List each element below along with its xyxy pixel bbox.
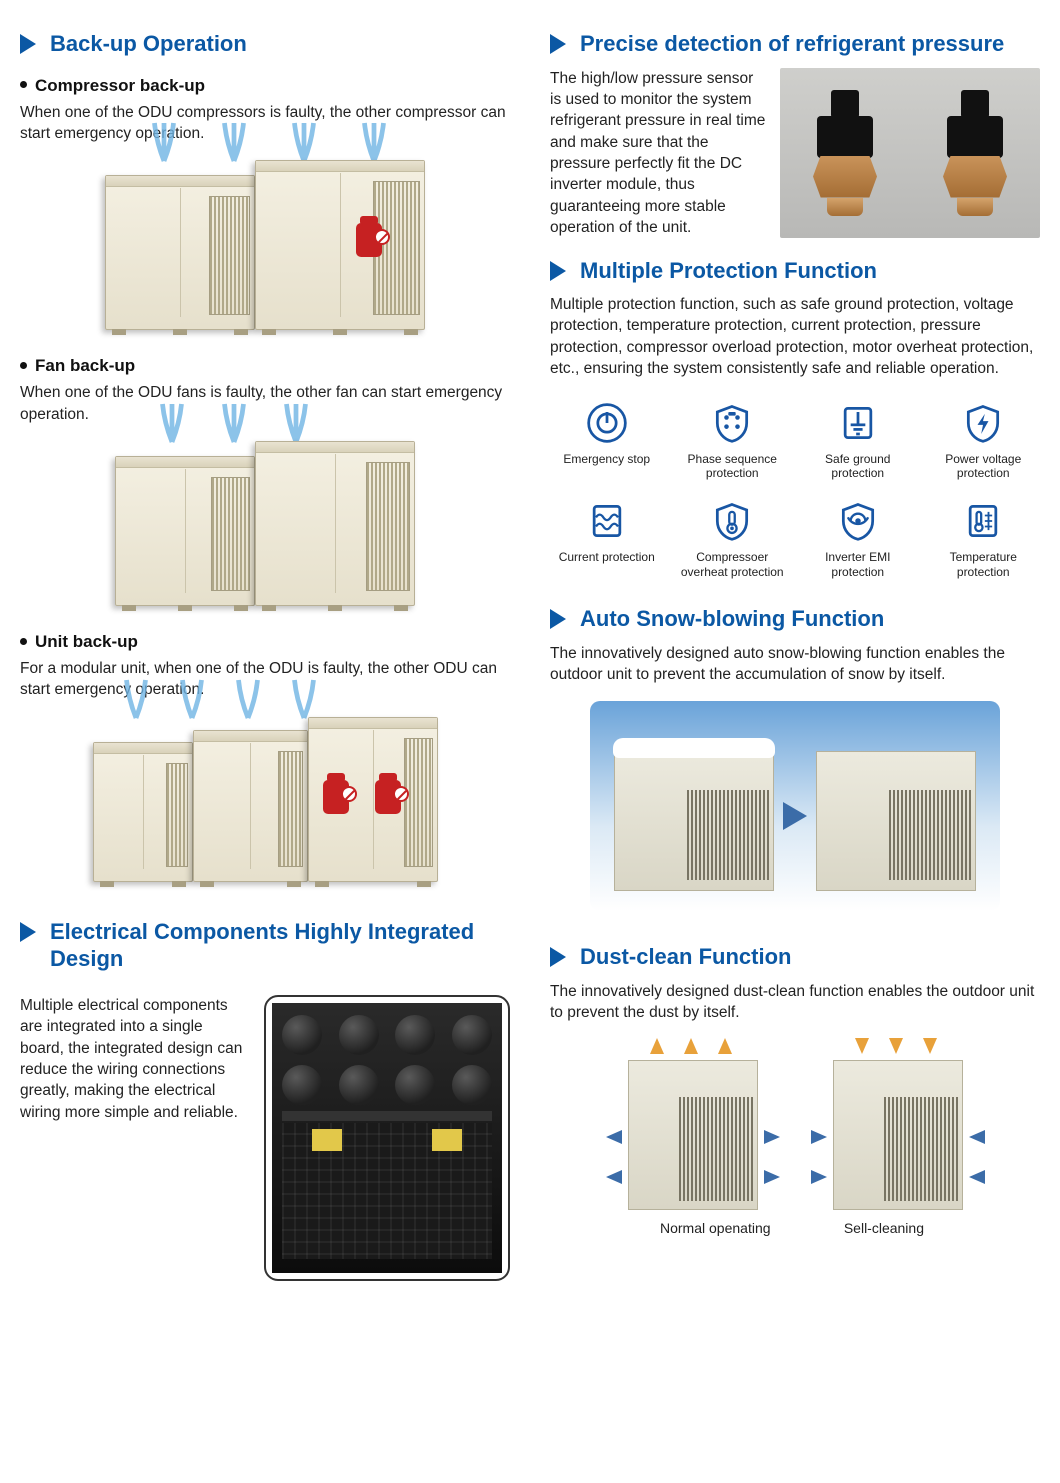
protection-label: Inverter EMI protection [801,550,915,579]
arrow-down-icon [855,1038,869,1054]
dust-title: Dust-clean Function [580,943,791,971]
compressor-subtitle: Compressor back-up [35,76,205,96]
protection-item: Power voltage protection [927,400,1041,481]
unit-image [20,717,510,882]
arrow-in-icon [764,1170,780,1184]
protection-item: Current protection [550,498,664,579]
refrigerant-title-row: Precise detection of refrigerant pressur… [550,30,1040,58]
protection-label: Temperature protection [927,550,1041,579]
protection-label: Safe ground protection [801,452,915,481]
arrow-down-icon [923,1038,937,1054]
triangle-icon [20,34,36,54]
fan-text: When one of the ODU fans is faulty, the … [20,382,510,425]
overheat-icon [709,498,755,544]
triangle-icon [20,922,36,942]
refrigerant-text: The high/low pressure sensor is used to … [550,68,766,239]
fault-marker-icon [375,780,401,814]
dust-text: The innovatively designed dust-clean fun… [550,981,1040,1024]
triangle-icon [550,609,566,629]
arrow-out-icon [811,1130,827,1144]
electrical-content: Multiple electrical components are integ… [20,995,510,1281]
triangle-icon [550,34,566,54]
arrow-in-icon [606,1170,622,1184]
right-column: Precise detection of refrigerant pressur… [550,30,1040,1281]
current-icon [584,498,630,544]
left-column: Back-up Operation Compressor back-up Whe… [20,30,510,1281]
snow-title: Auto Snow-blowing Function [580,605,884,633]
arrow-in-icon [764,1130,780,1144]
protection-title: Multiple Protection Function [580,257,877,285]
protection-item: Safe ground protection [801,400,915,481]
dust-image: Normal openating Sell-cleaning [550,1040,1040,1240]
bullet-icon [20,362,27,369]
fan-subtitle: Fan back-up [35,356,135,376]
fault-marker-icon [323,780,349,814]
protection-item: Phase sequence protection [676,400,790,481]
protection-label: Phase sequence protection [676,452,790,481]
electrical-title-row: Electrical Components Highly Integrated … [20,918,510,973]
triangle-icon [550,947,566,967]
protection-item: Inverter EMI protection [801,498,915,579]
arrow-up-icon [684,1038,698,1054]
protection-grid: Emergency stop Phase sequence protection S… [550,400,1040,580]
compressor-text: When one of the ODU compressors is fault… [20,102,510,145]
compressor-image [20,160,510,330]
protection-title-row: Multiple Protection Function [550,257,1040,285]
pressure-sensor-image [780,68,1040,238]
arrow-in-icon [606,1130,622,1144]
electrical-title: Electrical Components Highly Integrated … [50,918,510,973]
phase-icon [709,400,755,446]
backup-title: Back-up Operation [50,30,247,58]
unit-subtitle: Unit back-up [35,632,138,652]
ground-icon [835,400,881,446]
fault-marker-icon [356,223,382,257]
emi-icon [835,498,881,544]
arrow-up-icon [650,1038,664,1054]
arrow-down-icon [889,1038,903,1054]
electrical-text: Multiple electrical components are integ… [20,995,248,1123]
voltage-icon [960,400,1006,446]
dust-title-row: Dust-clean Function [550,943,1040,971]
arrow-out-icon [811,1170,827,1184]
snow-text: The innovatively designed auto snow-blow… [550,643,1040,686]
backup-title-row: Back-up Operation [20,30,510,58]
protection-label: Compressoer overheat protection [676,550,790,579]
dust-caption-left: Normal openating [660,1220,771,1236]
protection-item: Temperature protection [927,498,1041,579]
sensor-icon [937,90,1013,216]
bullet-icon [20,81,27,88]
protection-item: Emergency stop [550,400,664,481]
protection-label: Power voltage protection [927,452,1041,481]
fan-subtitle-row: Fan back-up [20,348,510,382]
page: Back-up Operation Compressor back-up Whe… [20,30,1040,1281]
arrow-right-icon [783,802,807,830]
arrow-out-icon [969,1130,985,1144]
compressor-subtitle-row: Compressor back-up [20,68,510,102]
temperature-icon [960,498,1006,544]
bullet-icon [20,638,27,645]
protection-label: Emergency stop [563,452,650,466]
refrigerant-content: The high/low pressure sensor is used to … [550,68,1040,239]
arrow-out-icon [969,1170,985,1184]
circuit-board-image [264,995,510,1281]
fan-image [20,441,510,606]
power-icon [584,400,630,446]
protection-text: Multiple protection function, such as sa… [550,294,1040,380]
arrow-up-icon [718,1038,732,1054]
sensor-icon [807,90,883,216]
refrigerant-title: Precise detection of refrigerant pressur… [580,30,1004,58]
protection-item: Compressoer overheat protection [676,498,790,579]
unit-subtitle-row: Unit back-up [20,624,510,658]
triangle-icon [550,261,566,281]
dust-caption-right: Sell-cleaning [844,1220,924,1236]
protection-label: Current protection [559,550,655,564]
snow-image [550,701,1040,911]
snow-title-row: Auto Snow-blowing Function [550,605,1040,633]
